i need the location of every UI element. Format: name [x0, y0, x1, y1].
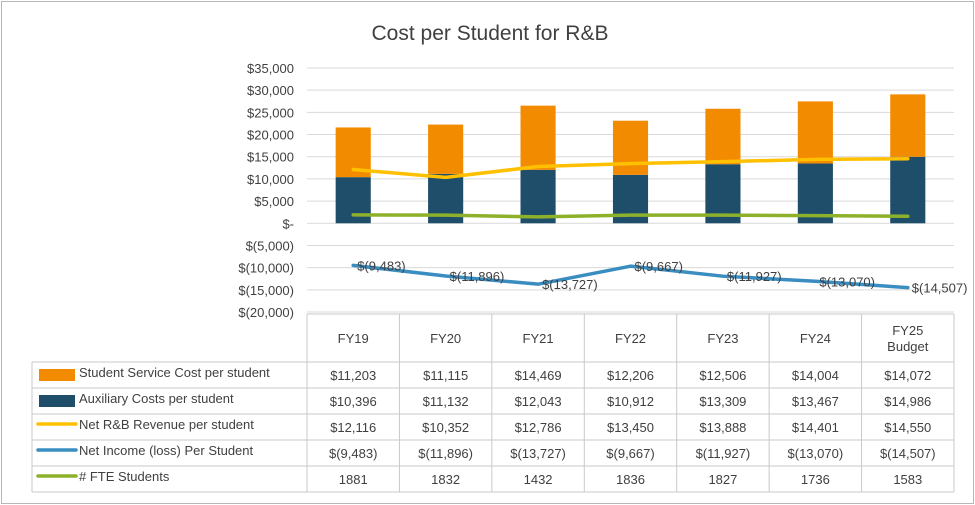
- table-cell-value: $11,203: [330, 368, 376, 383]
- series-lines: [351, 156, 910, 290]
- y-axis-tick-labels: $35,000 $30,000 $25,000 $20,000 $15,000 $10,0…: [238, 61, 294, 320]
- table-cell-value: $14,072: [884, 368, 931, 383]
- table-cell-value: $14,550: [884, 420, 931, 435]
- table-cell-value: $(11,927): [696, 446, 751, 461]
- table-cell-value: 1881: [339, 472, 368, 487]
- table-cell-value: $13,888: [699, 420, 746, 435]
- series-name-label: Student Service Cost per student: [79, 365, 270, 380]
- table-cell-value: $13,467: [792, 394, 839, 409]
- table-cell-value: 1836: [616, 472, 645, 487]
- bar-student-service-cost-per-student: [520, 105, 556, 170]
- table-cell-value: $(13,727): [510, 446, 566, 461]
- table-cell-value: $10,912: [607, 394, 654, 409]
- y-tick-label: $20,000: [247, 128, 294, 143]
- y-tick-label: $10,000: [247, 172, 294, 187]
- net-income-data-label: $(11,896): [450, 269, 505, 284]
- net-income-data-label: $(13,727): [542, 277, 598, 292]
- table-cell-value: 1583: [893, 472, 922, 487]
- category-header: FY22: [615, 331, 646, 346]
- table-cell-value: 1827: [708, 472, 737, 487]
- legend-key-bar: [39, 369, 75, 381]
- category-header: FY23: [707, 331, 738, 346]
- table-cell-value: $10,396: [330, 394, 377, 409]
- table-cell-value: $14,469: [515, 368, 562, 383]
- table-cell-value: $12,506: [699, 368, 746, 383]
- table-cell-value: 1432: [524, 472, 553, 487]
- table-cell-value: $10,352: [422, 420, 469, 435]
- series-name-label: # FTE Students: [79, 469, 170, 484]
- table-cell-value: $12,206: [607, 368, 654, 383]
- net-income-data-label: $(14,507): [912, 281, 968, 296]
- data-labels: $(9,483) $(11,896) $(13,727) $(9,667) $(11,9…: [357, 258, 967, 295]
- chart-title: Cost per Student for R&B: [372, 22, 609, 45]
- bar-auxiliary-costs-per-student: [520, 169, 556, 224]
- y-tick-label: $(20,000): [238, 305, 294, 320]
- category-header: Budget: [887, 339, 929, 354]
- bar-auxiliary-costs-per-student: [890, 156, 926, 224]
- net-income-data-label: $(11,927): [727, 269, 782, 284]
- table-cell-value: 1736: [801, 472, 830, 487]
- line--fte-students: [351, 213, 910, 219]
- net-income-data-label: $(9,667): [635, 259, 683, 274]
- line-net-income-loss-per-student: [351, 263, 910, 290]
- table-cell-value: $12,786: [515, 420, 562, 435]
- table-cell-value: $(13,070): [788, 446, 844, 461]
- table-cell-value: $12,043: [515, 394, 562, 409]
- table-cell-value: $14,401: [792, 420, 839, 435]
- series-name-label: Net R&B Revenue per student: [79, 417, 254, 432]
- series-name-label: Auxiliary Costs per student: [79, 391, 234, 406]
- bar-student-service-cost-per-student: [705, 108, 741, 165]
- table-cell-value: $13,450: [607, 420, 654, 435]
- category-header: FY20: [430, 331, 461, 346]
- table-cell-value: $14,004: [792, 368, 839, 383]
- table-cell-value: $(9,667): [606, 446, 654, 461]
- y-tick-label: $(10,000): [238, 261, 294, 276]
- net-income-data-label: $(13,070): [819, 274, 875, 289]
- table-cell-value: $14,986: [884, 394, 931, 409]
- category-header: FY24: [800, 331, 831, 346]
- table-cell-value: $11,115: [423, 368, 468, 383]
- y-tick-label: $30,000: [247, 83, 294, 98]
- y-tick-label: $35,000: [247, 61, 294, 76]
- table-cell-value: $(14,507): [880, 446, 936, 461]
- y-tick-label: $25,000: [247, 105, 294, 120]
- table-cell-value: $(11,896): [418, 446, 473, 461]
- legend-key-bar: [39, 395, 75, 407]
- table-cell-value: $(9,483): [329, 446, 377, 461]
- category-header: FY19: [338, 331, 369, 346]
- category-header: FY21: [523, 331, 554, 346]
- table-cell-value: 1832: [431, 472, 460, 487]
- net-income-data-label: $(9,483): [357, 258, 405, 273]
- bar-student-service-cost-per-student: [890, 94, 926, 157]
- category-header: FY25: [892, 323, 923, 338]
- table-cell-value: $13,309: [699, 394, 746, 409]
- y-tick-label: $-: [282, 216, 294, 231]
- table-cell-value: $11,132: [423, 394, 469, 409]
- bar-student-service-cost-per-student: [428, 124, 464, 174]
- y-tick-label: $15,000: [247, 150, 294, 165]
- y-tick-label: $(5,000): [246, 238, 294, 253]
- table-cell-value: $12,116: [330, 420, 376, 435]
- bar-student-service-cost-per-student: [797, 101, 833, 164]
- bar-auxiliary-costs-per-student: [797, 163, 833, 224]
- line-net-r-b-revenue-per-student: [351, 156, 910, 180]
- bar-student-service-cost-per-student: [612, 120, 649, 175]
- y-tick-label: $(15,000): [238, 283, 294, 298]
- y-tick-label: $5,000: [254, 194, 294, 209]
- series-name-label: Net Income (loss) Per Student: [79, 443, 254, 458]
